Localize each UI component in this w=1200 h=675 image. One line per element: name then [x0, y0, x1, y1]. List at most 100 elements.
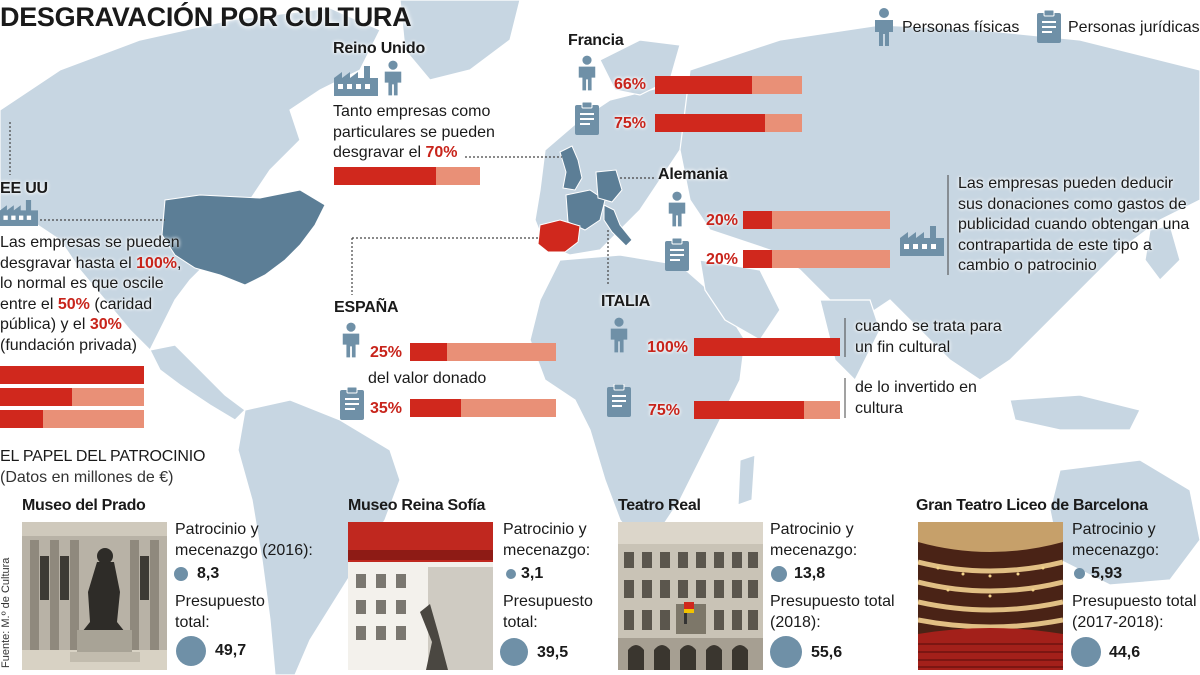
institution-label-a: Patrocinio y mecenazgo (2016):: [175, 521, 313, 559]
institution-name: Teatro Real: [618, 497, 701, 514]
factory-icon: [0, 200, 38, 231]
institution-label-b: Presupuesto total:: [503, 593, 593, 631]
institution-value-b: 49,7: [215, 642, 247, 659]
usa-bold-a: 100%: [136, 254, 178, 272]
institution-value-b: 39,5: [537, 644, 569, 661]
uk-bar-fill: [334, 167, 437, 185]
usa-text: Las empresas se pueden desgravar hasta e…: [0, 233, 190, 356]
usa-bar-1: [0, 366, 144, 384]
central-america-land: [149, 344, 246, 421]
person-icon: [608, 317, 630, 358]
institution-dot-a: [1074, 568, 1085, 579]
south-america-land: [237, 399, 401, 675]
italy-empresas-bar-fill: [694, 401, 804, 419]
uk-name: Reino Unido: [333, 40, 426, 57]
germany-name: Alemania: [658, 166, 728, 183]
france-empresas-bar: [655, 114, 802, 132]
institution-dot-a: [506, 569, 516, 579]
institution-value-a: 8,3: [197, 565, 220, 582]
germany-empresas-bar: [743, 250, 890, 268]
japan-land: [1144, 224, 1181, 281]
usa-bar-2-fill: [0, 388, 72, 406]
institution-value-a: 13,8: [794, 565, 826, 582]
museo-prado-photo: [22, 522, 167, 670]
usa-name: EE UU: [0, 180, 48, 197]
usa-text-a: Las empresas se pueden desgravar hasta e…: [0, 234, 180, 272]
person-icon: [340, 322, 362, 363]
usa-bold-b: 50%: [57, 295, 90, 313]
indonesia-land: [1009, 394, 1141, 431]
usa-text-d: (fundación privada): [0, 336, 137, 354]
museo-reina-sofia-photo: [348, 522, 493, 670]
institution-value-b: 55,6: [811, 644, 843, 661]
madagascar-land: [737, 454, 756, 506]
institution-dot-b: [1071, 637, 1101, 667]
person-icon: [576, 55, 598, 96]
spain-empresas-label: 35%: [369, 400, 402, 417]
institution-value-b: 44,6: [1109, 644, 1141, 661]
spain-highlight: [537, 219, 581, 253]
teatro-real-photo: [618, 522, 763, 670]
institution-label-a: Patrocinio y mecenazgo:: [770, 521, 858, 559]
italy-empresas-note: de lo invertido en cultura: [855, 379, 977, 417]
germany-personas-bar: [743, 211, 890, 229]
germany-empresas-label: 20%: [705, 251, 738, 268]
italy-personas-note: cuando se trata para un fin cultural: [855, 318, 1002, 356]
italy-personas-label: 100%: [647, 339, 688, 356]
legend-document-icon: [1036, 9, 1062, 49]
liceo-photo: [918, 522, 1063, 670]
legend-company-label: Personas jurídicas: [1068, 19, 1200, 36]
institution-label-b: Presupuesto total:: [175, 593, 265, 631]
institution-dot-a: [771, 566, 787, 582]
germany-personas-bar-fill: [743, 211, 773, 229]
institution-value-a: 3,1: [521, 565, 544, 582]
spain-empresas-bar-fill: [410, 399, 462, 417]
france-personas-bar: [655, 76, 802, 94]
spain-personas-label: 25%: [369, 344, 402, 361]
italy-empresas-label: 75%: [647, 402, 680, 419]
patrocinio-title: EL PAPEL DEL PATROCINIO: [0, 448, 206, 465]
institution-name: Museo del Prado: [22, 497, 146, 514]
eeuu-connector: [9, 122, 165, 221]
page-title: DESGRAVACIÓN POR CULTURA: [0, 2, 412, 32]
person-icon: [382, 60, 404, 101]
uk-text-body: Tanto empresas como particulares se pued…: [333, 103, 495, 161]
patrocinio-subtitle: (Datos en millones de €): [0, 469, 174, 486]
document-icon: [606, 383, 632, 423]
usa-text-b: , lo normal es que oscile entre el: [0, 254, 182, 313]
usa-bold-c: 30%: [89, 316, 122, 333]
document-icon: [339, 386, 365, 426]
document-icon: [574, 101, 600, 141]
institution-dot-b: [500, 638, 528, 666]
institution-name: Museo Reina Sofía: [348, 497, 486, 514]
legend-person-label: Personas físicas: [902, 19, 1020, 36]
france-name: Francia: [568, 32, 624, 49]
institution-label-b: Presupuesto total (2018):: [770, 593, 895, 631]
france-empresas-label: 75%: [613, 115, 646, 132]
spain-mid-text: del valor donado: [368, 370, 487, 387]
usa-bar-1-fill: [0, 366, 144, 384]
france-personas-label: 66%: [613, 76, 646, 93]
italy-highlight: [603, 204, 633, 247]
italy-empresas-bar: [694, 401, 840, 419]
spain-personas-bar: [410, 343, 556, 361]
germany-note: Las empresas pueden deducir sus donacion…: [958, 175, 1190, 274]
uk-pct-label: 70%: [425, 144, 458, 161]
document-icon: [664, 237, 690, 277]
france-personas-bar-fill: [655, 76, 753, 94]
factory-icon: [334, 66, 378, 101]
usa-bar-3: [0, 410, 144, 428]
factory-icon: [900, 226, 944, 261]
usa-highlight: [161, 189, 326, 286]
germany-empresas-bar-fill: [743, 250, 773, 268]
spain-empresas-bar: [410, 399, 556, 417]
greenland-land: [399, 0, 521, 81]
person-icon: [666, 191, 688, 232]
spain-connector: [351, 237, 540, 295]
institution-dot-b: [176, 636, 206, 666]
institution-value-a: 5,93: [1091, 565, 1123, 582]
italy-personas-bar-fill: [694, 338, 840, 356]
france-empresas-bar-fill: [655, 114, 766, 132]
institution-dot-b: [770, 636, 802, 668]
italy-name: ITALIA: [601, 293, 651, 310]
